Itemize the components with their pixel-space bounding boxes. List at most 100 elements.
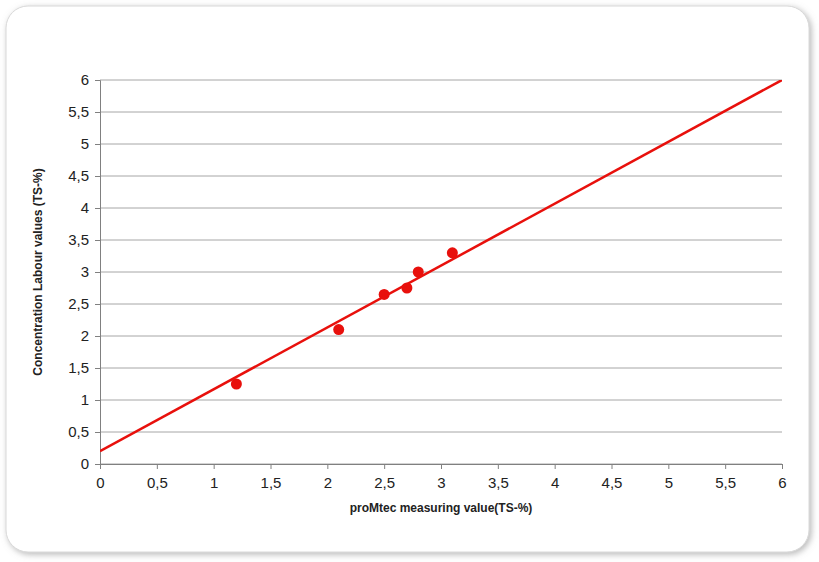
data-point <box>333 324 344 335</box>
grid-line <box>100 208 782 209</box>
grid-line <box>100 368 782 369</box>
trend-line <box>100 80 782 451</box>
tick-label: 5 <box>665 474 673 491</box>
tick-mark <box>271 464 272 469</box>
tick-mark <box>95 208 100 209</box>
tick-mark <box>327 464 328 469</box>
tick: 3 <box>81 263 100 280</box>
tick-label: 0,5 <box>147 474 168 491</box>
tick-label: 1 <box>210 474 218 491</box>
tick-label: 3 <box>81 263 89 280</box>
tick: 3,5 <box>68 231 100 248</box>
grid-line <box>100 432 782 433</box>
tick-label: 1 <box>81 391 89 408</box>
grid-line <box>100 112 782 113</box>
tick: 3 <box>437 464 445 491</box>
tick: 2,5 <box>374 464 395 491</box>
x-axis: 0 0,5 1 1,5 2 2,5 3 3,5 4 4,5 5 5,5 6 <box>96 464 786 491</box>
axis-line <box>95 81 101 465</box>
tick-mark <box>95 368 100 369</box>
tick-mark <box>214 464 215 469</box>
tick-mark <box>612 464 613 469</box>
grid <box>100 80 782 464</box>
tick-mark <box>157 464 158 469</box>
tick-label: 0,5 <box>68 423 89 440</box>
tick-mark <box>95 464 100 465</box>
tick: 0,5 <box>68 423 100 440</box>
tick: 1 <box>210 464 218 491</box>
tick: 5,5 <box>715 464 736 491</box>
tick-label: 1,5 <box>261 474 282 491</box>
tick-label: 2,5 <box>68 295 89 312</box>
tick-label: 2 <box>324 474 332 491</box>
tick-mark <box>95 400 100 401</box>
grid-line <box>100 240 782 241</box>
tick-label: 3 <box>437 474 445 491</box>
tick-mark <box>95 80 100 81</box>
tick-mark <box>441 464 442 469</box>
tick: 2 <box>81 327 100 344</box>
tick-label: 6 <box>778 474 786 491</box>
tick-mark <box>95 144 100 145</box>
tick: 5,5 <box>68 103 100 120</box>
tick-label: 5 <box>81 135 89 152</box>
grid-line <box>100 80 782 81</box>
tick-label: 6 <box>81 71 89 88</box>
tick-mark <box>95 176 100 177</box>
tick-label: 2,5 <box>374 474 395 491</box>
tick-mark <box>95 336 100 337</box>
grid-line <box>100 400 782 401</box>
tick-label: 0 <box>96 474 104 491</box>
axis-line <box>101 465 783 470</box>
tick: 6 <box>81 71 100 88</box>
tick-mark <box>95 432 100 433</box>
grid-line <box>100 176 782 177</box>
plot-area: 0 0,5 1 1,5 2 2,5 3 3,5 4 4,5 5 5,5 6 0 0,5 1 1,5 2 2,5 3 3,… <box>68 71 787 490</box>
tick: 5 <box>81 135 100 152</box>
grid-line <box>100 144 782 145</box>
tick: 1,5 <box>261 464 282 491</box>
tick: 4 <box>81 199 100 216</box>
tick: 6 <box>778 464 786 491</box>
tick: 0 <box>81 455 100 472</box>
x-axis-title: proMtec measuring value(TS-%) <box>350 501 533 515</box>
y-axis-title: Concentration Labour values (TS-%) <box>31 168 45 375</box>
tick-mark <box>498 464 499 469</box>
tick: 0,5 <box>147 464 168 491</box>
tick-mark <box>95 112 100 113</box>
tick-mark <box>725 464 726 469</box>
tick: 5 <box>665 464 673 491</box>
tick: 4,5 <box>68 167 100 184</box>
tick: 1 <box>81 391 100 408</box>
tick: 4,5 <box>602 464 623 491</box>
y-axis: 0 0,5 1 1,5 2 2,5 3 3,5 4 4,5 5 5,5 6 <box>68 71 100 472</box>
tick-label: 4 <box>551 474 559 491</box>
tick-label: 5,5 <box>68 103 89 120</box>
tick-label: 0 <box>81 455 89 472</box>
tick-mark <box>668 464 669 469</box>
tick-mark <box>95 240 100 241</box>
tick-label: 4 <box>81 199 89 216</box>
grid-line <box>100 304 782 305</box>
tick-label: 4,5 <box>68 167 89 184</box>
tick-label: 3,5 <box>68 231 89 248</box>
marks <box>100 80 782 451</box>
tick-label: 1,5 <box>68 359 89 376</box>
tick: 1,5 <box>68 359 100 376</box>
tick: 0 <box>96 464 104 491</box>
tick: 4 <box>551 464 559 491</box>
tick-label: 2 <box>81 327 89 344</box>
grid-line <box>100 336 782 337</box>
grid-line <box>100 272 782 273</box>
chart: 0 0,5 1 1,5 2 2,5 3 3,5 4 4,5 5 5,5 6 0 0,5 1 1,5 2 2,5 3 3,… <box>0 0 819 562</box>
tick: 2 <box>324 464 332 491</box>
tick-mark <box>384 464 385 469</box>
tick-mark <box>782 464 783 469</box>
tick: 2,5 <box>68 295 100 312</box>
tick-mark <box>95 304 100 305</box>
tick-label: 3,5 <box>488 474 509 491</box>
tick-mark <box>95 272 100 273</box>
tick: 3,5 <box>488 464 509 491</box>
tick-label: 4,5 <box>602 474 623 491</box>
tick-label: 5,5 <box>715 474 736 491</box>
